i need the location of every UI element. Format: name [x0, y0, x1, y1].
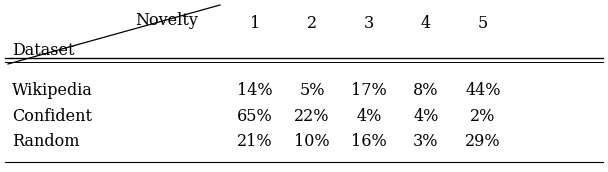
Text: 14%: 14% — [237, 82, 273, 99]
Text: Random: Random — [12, 133, 80, 150]
Text: 4%: 4% — [356, 108, 382, 125]
Text: 65%: 65% — [237, 108, 273, 125]
Text: 4: 4 — [421, 15, 431, 32]
Text: 22%: 22% — [294, 108, 330, 125]
Text: 17%: 17% — [351, 82, 387, 99]
Text: Novelty: Novelty — [135, 12, 198, 29]
Text: 4%: 4% — [413, 108, 439, 125]
Text: 21%: 21% — [237, 133, 273, 150]
Text: Dataset: Dataset — [12, 42, 75, 59]
Text: 44%: 44% — [465, 82, 501, 99]
Text: 5: 5 — [478, 15, 488, 32]
Text: 8%: 8% — [413, 82, 439, 99]
Text: 2%: 2% — [471, 108, 496, 125]
Text: 10%: 10% — [294, 133, 330, 150]
Text: 5%: 5% — [299, 82, 325, 99]
Text: Wikipedia: Wikipedia — [12, 82, 93, 99]
Text: 2: 2 — [307, 15, 317, 32]
Text: 16%: 16% — [351, 133, 387, 150]
Text: 1: 1 — [250, 15, 260, 32]
Text: 3: 3 — [364, 15, 374, 32]
Text: Confident: Confident — [12, 108, 92, 125]
Text: 29%: 29% — [465, 133, 501, 150]
Text: 3%: 3% — [413, 133, 439, 150]
